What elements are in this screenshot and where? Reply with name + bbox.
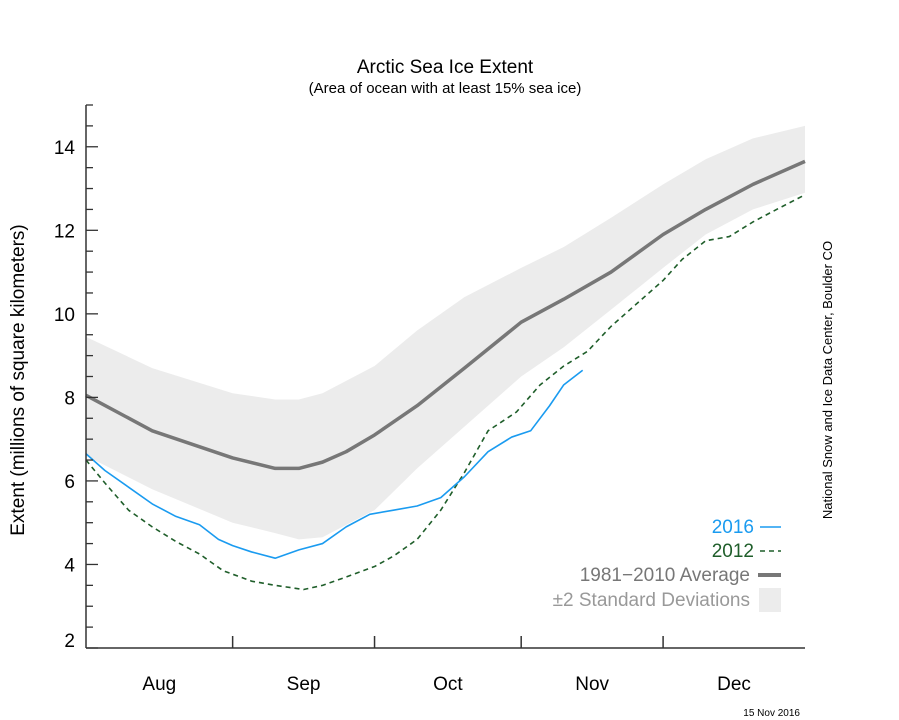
x-tick-label: Sep bbox=[287, 674, 321, 695]
legend-label-2012: 2012 bbox=[712, 541, 754, 562]
legend-label-average: 1981−2010 Average bbox=[580, 565, 750, 586]
x-tick-label: Dec bbox=[717, 674, 751, 695]
chart-subtitle: (Area of ocean with at least 15% sea ice… bbox=[309, 80, 582, 97]
y-tick-label: 12 bbox=[54, 221, 75, 242]
credit-text: National Snow and Ice Data Center, Bould… bbox=[820, 241, 835, 519]
legend-label-2016: 2016 bbox=[712, 517, 754, 538]
x-tick-label: Oct bbox=[433, 674, 463, 695]
y-tick-label: 14 bbox=[54, 138, 76, 159]
x-tick-label: Nov bbox=[575, 674, 609, 695]
y-tick-label: 10 bbox=[54, 305, 75, 326]
y-tick-label: 6 bbox=[64, 472, 75, 493]
y-tick-label: 8 bbox=[64, 388, 75, 409]
y-axis-label: Extent (millions of square kilometers) bbox=[8, 224, 29, 536]
legend: 2016 2012 1981−2010 Average ±2 Standard … bbox=[553, 517, 781, 612]
legend-swatch-band bbox=[759, 588, 781, 612]
series-line-2016 bbox=[85, 369, 584, 559]
series-line-average bbox=[85, 159, 806, 471]
std-dev-band bbox=[86, 125, 805, 540]
legend-label-band: ±2 Standard Deviations bbox=[553, 590, 750, 611]
y-tick-label: 4 bbox=[64, 555, 75, 576]
x-tick-label: Aug bbox=[142, 674, 176, 695]
series-line-2012 bbox=[85, 194, 806, 591]
date-stamp: 15 Nov 2016 bbox=[743, 708, 800, 719]
y-tick-label: 2 bbox=[64, 631, 75, 652]
chart-title: Arctic Sea Ice Extent bbox=[357, 57, 534, 78]
